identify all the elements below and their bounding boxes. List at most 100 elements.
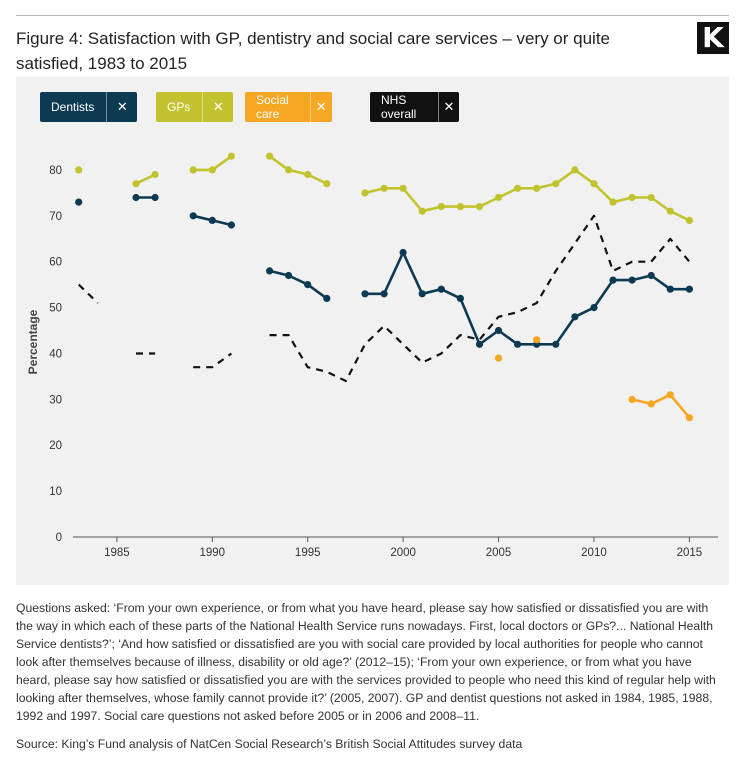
data-point-gps[interactable] <box>494 193 503 202</box>
data-point-dentists[interactable] <box>590 304 598 312</box>
x-axis: 1985 1990 1995 2000 2005 2010 2015 <box>73 536 718 559</box>
data-point-gps[interactable] <box>628 193 636 202</box>
data-point-social-care[interactable] <box>647 400 655 408</box>
data-point-dentists[interactable] <box>304 281 312 289</box>
data-point-dentists[interactable] <box>361 290 369 298</box>
series-dentists <box>75 193 694 348</box>
close-icon[interactable]: ✕ <box>437 92 460 122</box>
series-layer <box>75 152 694 422</box>
legend-label-nhs-overall: NHS overall <box>381 93 417 121</box>
data-point-dentists[interactable] <box>647 271 655 280</box>
data-point-dentists[interactable] <box>399 248 407 257</box>
data-point-dentists[interactable] <box>494 326 503 335</box>
data-point-dentists[interactable] <box>132 193 140 202</box>
data-point-social-care[interactable] <box>666 391 674 399</box>
x-tick-label: 1990 <box>200 547 226 559</box>
x-tick-label: 2010 <box>581 547 607 559</box>
data-point-gps[interactable] <box>552 180 560 188</box>
close-icon[interactable]: ✕ <box>309 92 332 122</box>
data-point-gps[interactable] <box>285 166 293 174</box>
y-tick-label: 20 <box>49 440 62 452</box>
series-line-dentists <box>365 251 690 346</box>
y-tick-label: 30 <box>49 394 62 406</box>
close-icon[interactable]: ✕ <box>202 92 233 122</box>
data-point-dentists[interactable] <box>685 285 694 293</box>
legend-label-gps: GPs <box>167 100 191 114</box>
y-tick-label: 50 <box>49 303 62 315</box>
data-point-gps[interactable] <box>609 198 617 206</box>
data-point-dentists[interactable] <box>75 198 83 206</box>
data-point-dentists[interactable] <box>151 193 159 202</box>
series-line-social-care <box>631 393 691 419</box>
y-tick-label: 0 <box>56 532 62 544</box>
y-tick-label: 10 <box>49 486 62 498</box>
figure-title: Figure 4: Satisfaction with GP, dentistr… <box>16 29 611 73</box>
data-point-gps[interactable] <box>533 184 541 192</box>
data-point-gps[interactable] <box>208 166 216 174</box>
data-point-social-care[interactable] <box>533 336 541 344</box>
legend-chip-gps[interactable]: GPs ✕ <box>156 92 234 122</box>
data-point-gps[interactable] <box>151 170 159 179</box>
series-line-gps <box>268 155 328 185</box>
series-social-care <box>494 336 694 422</box>
series-line-dentists <box>269 269 328 300</box>
x-tick-label: 2005 <box>486 547 512 559</box>
series-gps <box>75 152 694 224</box>
series-line-nhs-overall <box>77 283 99 304</box>
data-point-dentists[interactable] <box>456 294 464 302</box>
data-point-dentists[interactable] <box>552 340 560 348</box>
x-tick-label: 2015 <box>677 547 703 559</box>
series-line-gps <box>364 168 690 222</box>
close-icon[interactable]: ✕ <box>106 92 137 122</box>
y-axis: 0 10 20 30 40 50 60 70 80 <box>49 165 62 544</box>
data-point-dentists[interactable] <box>208 216 216 224</box>
data-point-dentists[interactable] <box>571 313 579 321</box>
data-point-gps[interactable] <box>590 180 598 188</box>
data-point-gps[interactable] <box>304 170 312 179</box>
legend-label-social-care: Social care <box>256 93 289 121</box>
data-point-dentists[interactable] <box>189 212 197 220</box>
legend-chip-dentists[interactable]: Dentists ✕ <box>40 92 138 122</box>
legend-label-dentists: Dentists <box>51 100 95 114</box>
data-point-gps[interactable] <box>132 180 140 188</box>
data-point-gps[interactable] <box>323 180 331 188</box>
data-point-gps[interactable] <box>685 216 694 224</box>
series-line-nhs-overall <box>193 352 233 369</box>
data-point-dentists[interactable] <box>437 285 445 293</box>
data-point-gps[interactable] <box>647 193 655 202</box>
data-point-social-care[interactable] <box>628 395 636 403</box>
data-point-gps[interactable] <box>456 203 464 211</box>
source-note: Source: King’s Fund analysis of NatCen S… <box>16 737 523 751</box>
data-point-dentists[interactable] <box>666 285 674 293</box>
data-point-gps[interactable] <box>437 203 445 211</box>
data-point-gps[interactable] <box>361 189 369 197</box>
data-point-gps[interactable] <box>418 207 426 215</box>
data-point-gps[interactable] <box>571 166 579 174</box>
x-tick-label: 1995 <box>295 547 321 559</box>
data-point-dentists[interactable] <box>514 340 522 348</box>
data-point-dentists[interactable] <box>609 276 617 284</box>
data-point-gps[interactable] <box>75 166 83 174</box>
data-point-social-care[interactable] <box>685 414 694 422</box>
data-point-gps[interactable] <box>399 184 407 192</box>
data-point-dentists[interactable] <box>285 271 293 280</box>
data-point-dentists[interactable] <box>266 267 274 275</box>
data-point-dentists[interactable] <box>475 340 484 348</box>
data-point-dentists[interactable] <box>418 290 426 298</box>
data-point-gps[interactable] <box>227 152 235 160</box>
legend-chip-nhs-overall[interactable]: NHS overall ✕ <box>370 92 460 122</box>
data-point-gps[interactable] <box>475 203 484 211</box>
data-point-gps[interactable] <box>666 207 674 215</box>
data-point-gps[interactable] <box>189 166 197 174</box>
chart-panel: Dentists ✕ GPs ✕ Social care ✕ NHS overa… <box>16 77 729 585</box>
y-tick-label: 40 <box>49 348 62 360</box>
data-point-dentists[interactable] <box>628 276 636 284</box>
data-point-gps[interactable] <box>514 184 522 192</box>
data-point-gps[interactable] <box>380 184 388 192</box>
data-point-dentists[interactable] <box>380 290 388 298</box>
data-point-gps[interactable] <box>266 152 274 160</box>
legend-chip-social-care[interactable]: Social care ✕ <box>245 92 332 122</box>
data-point-dentists[interactable] <box>323 294 331 302</box>
data-point-social-care[interactable] <box>494 354 503 362</box>
data-point-dentists[interactable] <box>227 221 235 229</box>
